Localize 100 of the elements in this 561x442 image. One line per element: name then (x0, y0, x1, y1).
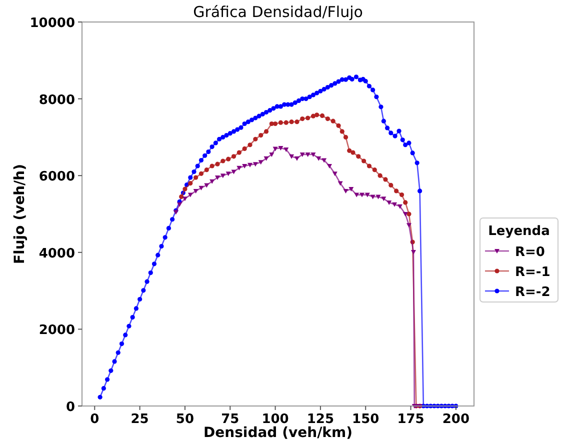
point (383, 177, 388, 182)
point (392, 202, 398, 207)
x-tick-label: 150 (352, 412, 380, 427)
point (386, 200, 392, 205)
point (399, 192, 404, 198)
point (269, 152, 274, 157)
y-tick-label: 10000 (30, 16, 75, 31)
point (226, 156, 231, 162)
x-tick-label: 0 (90, 412, 100, 427)
point (340, 129, 344, 134)
point (364, 192, 370, 198)
point (236, 150, 242, 155)
y-tick-label: 0 (66, 400, 75, 415)
point (289, 154, 294, 159)
x-tick-label: 50 (176, 412, 194, 427)
point (306, 116, 310, 120)
point (381, 196, 386, 202)
point (403, 200, 408, 205)
point (316, 156, 322, 161)
legend-label: R=-1 (515, 265, 550, 280)
point (253, 136, 258, 142)
x-tick-label: 75 (221, 412, 240, 427)
point (410, 250, 416, 255)
point (278, 120, 284, 125)
y-tick-label: 2000 (38, 323, 75, 338)
point (182, 196, 188, 202)
point (348, 187, 354, 192)
point (406, 223, 412, 228)
x-tick-label: 125 (306, 412, 334, 427)
point (204, 183, 210, 188)
point (226, 172, 231, 176)
point (347, 148, 352, 153)
point (214, 176, 220, 180)
point (388, 182, 394, 188)
point (179, 194, 184, 200)
point (394, 188, 399, 194)
point (322, 158, 327, 163)
point (210, 164, 214, 168)
x-tick-label: 175 (397, 412, 424, 427)
point (310, 152, 316, 157)
y-tick-label: 4000 (38, 246, 75, 262)
point (370, 194, 376, 200)
point (215, 162, 220, 166)
point (338, 181, 343, 186)
point (272, 121, 278, 126)
point (330, 118, 336, 124)
point (284, 147, 289, 152)
y-tick-label: 6000 (38, 170, 75, 185)
point (397, 204, 402, 209)
point (376, 194, 381, 200)
legend-label: R=-2 (515, 285, 550, 300)
x-tick-label: 100 (262, 412, 289, 427)
point (278, 146, 284, 150)
point (231, 154, 236, 159)
point (264, 129, 269, 134)
point (220, 158, 226, 164)
point (252, 162, 258, 167)
point (188, 180, 193, 186)
point (325, 116, 330, 122)
point (248, 142, 252, 148)
point (314, 112, 320, 118)
point (406, 212, 412, 216)
point (248, 162, 252, 168)
point (294, 156, 300, 161)
point (354, 192, 360, 198)
point (204, 168, 209, 172)
point (332, 172, 338, 176)
point (326, 164, 332, 168)
point (362, 158, 366, 164)
point (188, 192, 193, 198)
point (258, 132, 264, 138)
point (402, 212, 408, 216)
point (343, 188, 348, 194)
legend-label: R=0 (515, 245, 545, 260)
point (264, 156, 269, 161)
point (182, 186, 188, 192)
point (193, 188, 198, 194)
point (272, 146, 278, 152)
point (305, 152, 310, 157)
point (300, 152, 305, 157)
y-tick-label: 8000 (38, 92, 75, 108)
point (289, 120, 294, 124)
point (343, 134, 348, 140)
x-tick-label: 25 (130, 412, 149, 427)
point (294, 120, 300, 124)
legend-title: Leyenda (488, 224, 550, 239)
point (300, 116, 305, 122)
point (284, 120, 288, 125)
point (258, 160, 264, 165)
point (220, 174, 226, 178)
chart-title: Gráfica Densidad/Flujo (193, 3, 363, 21)
point (210, 179, 215, 184)
x-axis-title: Densidad (veh/km) (204, 425, 352, 441)
point (236, 166, 242, 170)
point (198, 186, 204, 190)
point (242, 164, 248, 168)
point (198, 171, 204, 176)
point (320, 113, 325, 118)
point (356, 154, 361, 159)
point (177, 202, 182, 207)
